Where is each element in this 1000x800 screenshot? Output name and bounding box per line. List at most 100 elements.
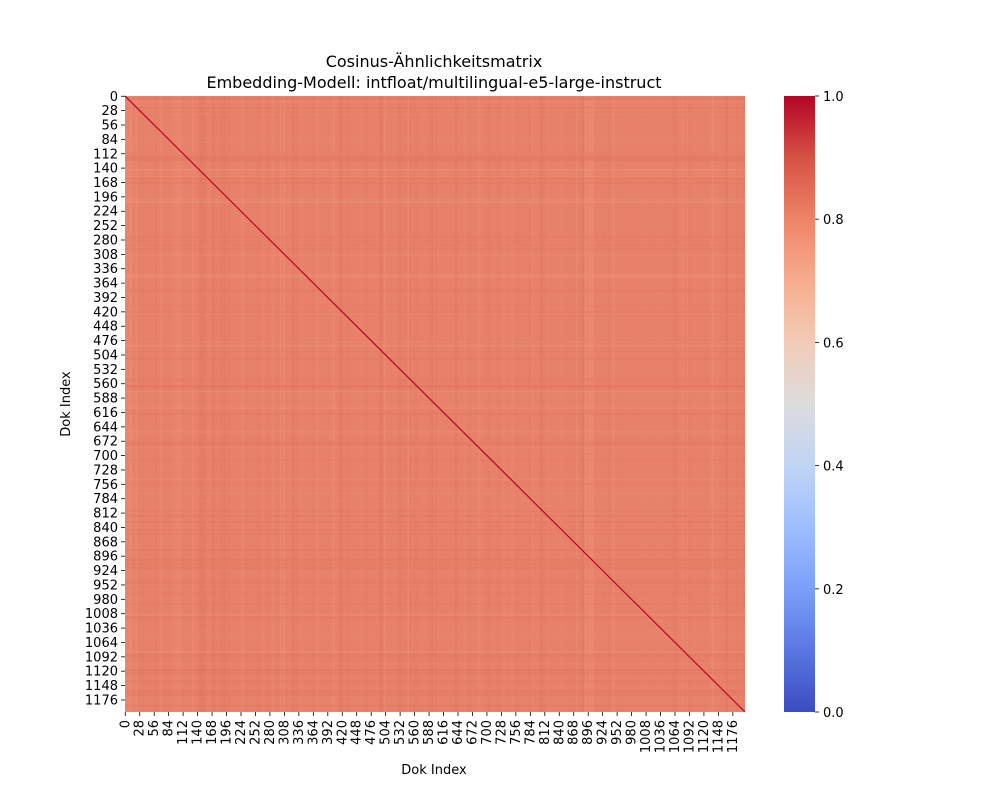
heatmap-streak	[407, 96, 410, 712]
heatmap-streak	[125, 570, 745, 573]
x-tick-label: 504	[379, 720, 394, 745]
y-tick-label: 756	[93, 478, 118, 493]
heatmap-streak	[300, 96, 302, 712]
heatmap-streak	[125, 314, 745, 317]
y-tick-label: 1064	[85, 636, 118, 651]
heatmap-streak	[223, 96, 227, 712]
heatmap-streak	[125, 340, 745, 343]
x-tick-label: 588	[422, 720, 437, 745]
y-tick-label: 168	[93, 176, 118, 191]
heatmap-streak	[125, 388, 745, 391]
heatmap-area	[124, 95, 746, 713]
heatmap-streak	[192, 96, 194, 712]
chart-title: Cosinus-Ähnlichkeitsmatrix	[326, 52, 543, 71]
heatmap-streak	[220, 96, 223, 712]
heatmap-streak	[125, 182, 745, 184]
heatmap-streak	[660, 96, 662, 712]
y-tick-label: 476	[93, 334, 118, 349]
heatmap-streak	[135, 96, 138, 712]
heatmap-streak	[125, 588, 745, 590]
heatmap-streak	[125, 111, 745, 114]
colorbar: 0.0 0.2 0.4 0.6 0.8 1.0	[784, 90, 844, 721]
colorbar-tick-label: 0.0	[823, 706, 844, 721]
heatmap-streak	[125, 500, 745, 502]
heatmap-streak	[725, 96, 728, 712]
heatmap-streak	[125, 694, 745, 696]
heatmap-streak	[735, 96, 738, 712]
y-tick-label: 980	[93, 593, 118, 608]
x-tick-label: 980	[625, 720, 640, 745]
heatmap-streak	[313, 96, 315, 712]
heatmap-streak	[463, 96, 466, 712]
x-tick-label: 952	[610, 720, 625, 745]
x-tick-label: 700	[480, 720, 495, 745]
heatmap-streak	[125, 510, 745, 512]
heatmap-streak	[399, 96, 403, 712]
heatmap-streak	[738, 96, 741, 712]
heatmap-streak	[271, 96, 274, 712]
heatmap-streak	[125, 505, 745, 508]
heatmap-streak	[125, 339, 745, 343]
heatmap-streak	[125, 156, 745, 159]
heatmap-streak	[125, 151, 745, 154]
heatmap-streak	[529, 96, 531, 712]
heatmap-streak	[547, 96, 550, 712]
y-tick-label: 392	[93, 291, 118, 306]
x-tick-label: 784	[523, 720, 538, 745]
heatmap-streak	[410, 96, 412, 712]
heatmap-streak	[125, 560, 745, 562]
heatmap-streak	[269, 96, 272, 712]
heatmap-streak	[125, 172, 745, 174]
heatmap-streak	[125, 586, 745, 589]
heatmap-streak	[125, 559, 745, 562]
heatmap-streak	[125, 154, 745, 156]
heatmap-streak	[125, 549, 745, 551]
heatmap-streak	[125, 178, 745, 180]
x-tick-label: 448	[350, 720, 365, 745]
heatmap-streak	[125, 558, 745, 561]
heatmap-streak	[125, 153, 745, 155]
heatmap-streak	[125, 580, 745, 582]
heatmap-streak	[738, 96, 741, 712]
heatmap-streak	[569, 96, 572, 712]
heatmap-streak	[125, 566, 745, 569]
heatmap-streak	[614, 96, 617, 712]
heatmap-streak	[125, 530, 745, 533]
heatmap-streak	[125, 701, 745, 704]
heatmap-streak	[125, 650, 745, 653]
heatmap-streak	[125, 630, 745, 633]
x-tick-label: 1092	[682, 720, 697, 753]
y-tick-label: 140	[93, 162, 118, 177]
heatmap-streak	[125, 235, 745, 238]
y-tick-label: 1176	[85, 693, 118, 708]
heatmap-streak	[125, 568, 745, 570]
heatmap-streak	[503, 96, 505, 712]
heatmap-streak	[404, 96, 406, 712]
heatmap-streak	[347, 96, 349, 712]
heatmap-streak	[125, 393, 745, 395]
heatmap-streak	[125, 512, 745, 516]
heatmap-streak	[125, 566, 745, 568]
y-tick-label: 252	[93, 219, 118, 234]
heatmap-streak	[741, 96, 744, 712]
heatmap-streak	[160, 96, 162, 712]
y-tick-label: 952	[93, 578, 118, 593]
y-tick-label: 728	[93, 463, 118, 478]
heatmap-streak	[130, 96, 133, 712]
x-tick-label: 616	[437, 720, 452, 745]
heatmap-streak	[590, 96, 593, 712]
heatmap-streak	[156, 96, 159, 712]
heatmap-streak	[125, 178, 745, 181]
x-tick-label: 420	[335, 720, 350, 745]
heatmap-streak	[125, 430, 745, 433]
heatmap-streak	[125, 385, 745, 388]
heatmap-streak	[125, 236, 745, 239]
colorbar-ticks: 0.0 0.2 0.4 0.6 0.8 1.0	[815, 90, 844, 721]
colorbar-tick-label: 1.0	[823, 90, 844, 105]
y-tick-label: 504	[93, 348, 118, 363]
heatmap-streak	[125, 97, 745, 99]
x-tick-label: 1008	[639, 720, 654, 753]
y-tick-label: 336	[93, 262, 118, 277]
heatmap-streak	[125, 385, 745, 387]
heatmap-streak	[125, 96, 127, 712]
